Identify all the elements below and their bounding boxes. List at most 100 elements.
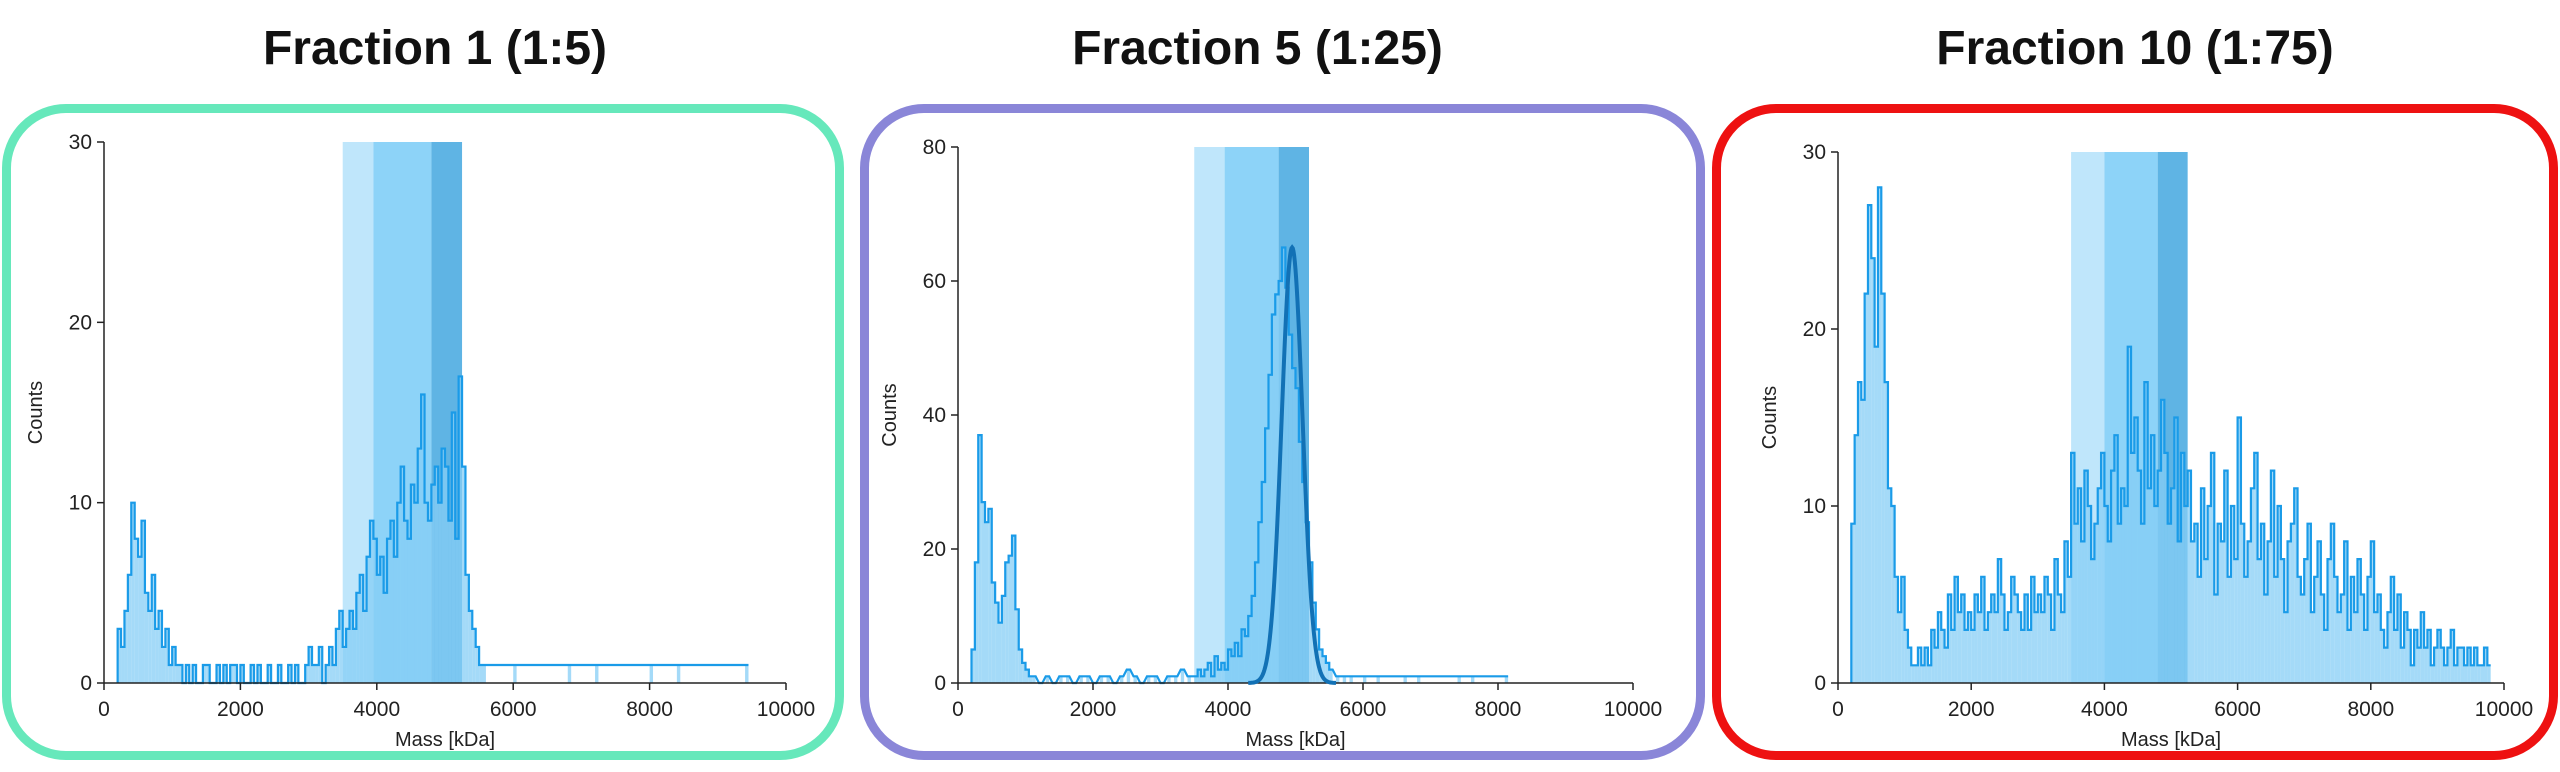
- histogram-bar: [148, 610, 152, 683]
- histogram-bar: [455, 538, 459, 683]
- chart-title: Fraction 5 (1:25): [1072, 22, 1443, 75]
- y-axis-label: Counts: [25, 381, 47, 444]
- histogram-bar: [2427, 629, 2431, 683]
- histogram-bar: [2137, 470, 2142, 683]
- histogram-bar: [2397, 594, 2401, 683]
- histogram-bar: [2460, 647, 2465, 683]
- histogram-bar: [257, 664, 261, 683]
- histogram-bar: [352, 628, 357, 683]
- histogram-bar: [1295, 388, 1299, 683]
- histogram-bar: [2097, 488, 2102, 683]
- histogram-bar: [161, 646, 166, 683]
- histogram-bar: [1336, 676, 1340, 683]
- histogram-outline: [116, 375, 749, 685]
- histogram-bar: [1258, 522, 1262, 683]
- histogram-bar: [2380, 629, 2385, 683]
- histogram-bar: [158, 610, 162, 683]
- x-tick-label: 4000: [2081, 698, 2128, 721]
- histogram-bar: [2320, 594, 2325, 683]
- histogram-bar: [2021, 629, 2025, 683]
- histogram-bar: [567, 664, 572, 683]
- x-tick-label: 8000: [1475, 698, 1522, 721]
- histogram-bar: [1957, 612, 1962, 683]
- histogram-bar: [376, 574, 381, 683]
- histogram-bar: [407, 538, 411, 683]
- histogram-bar: [2480, 665, 2485, 683]
- histogram-bar: [1931, 629, 1935, 683]
- histogram-bar: [472, 628, 476, 683]
- histogram-bar: [168, 664, 173, 683]
- y-tick-label: 30: [69, 131, 92, 154]
- histogram-bar: [1911, 665, 1915, 683]
- histogram-bar: [1901, 576, 1905, 683]
- x-tick-label: 0: [1832, 698, 1844, 721]
- gaussian-fit-curve: [1248, 244, 1337, 685]
- histogram-bar: [998, 622, 1002, 683]
- histogram-bar: [369, 520, 374, 683]
- histogram-bar: [1201, 676, 1205, 683]
- histogram-bar: [2127, 346, 2132, 683]
- histogram-bar: [2290, 523, 2295, 683]
- histogram-bar: [1864, 293, 1868, 683]
- x-tick-label: 0: [952, 698, 964, 721]
- histogram-bar: [1927, 665, 1932, 683]
- histogram-bar: [2057, 594, 2062, 683]
- histogram-bar: [2141, 523, 2145, 683]
- histogram-bar: [2317, 541, 2321, 683]
- histogram-bar: [2244, 576, 2248, 683]
- histogram-bar: [1471, 676, 1475, 683]
- histogram-bar: [2267, 541, 2271, 683]
- histogram-bar: [2447, 647, 2451, 683]
- x-tick-label: 10000: [757, 698, 815, 721]
- histogram-bar: [346, 628, 350, 683]
- histogram-bar: [175, 664, 180, 683]
- histogram-bar: [1285, 287, 1289, 683]
- histogram-bar: [2047, 594, 2052, 683]
- histogram-bar: [2034, 612, 2038, 683]
- histogram-bar: [410, 484, 415, 683]
- x-tick-label: 10000: [1604, 698, 1662, 721]
- histogram-bar: [2037, 594, 2042, 683]
- histogram-bar: [2084, 470, 2088, 683]
- histogram-bar: [2031, 576, 2035, 683]
- histogram-bar: [1991, 594, 1995, 683]
- histogram-bar: [240, 664, 244, 683]
- histogram-bar: [1867, 205, 1872, 683]
- histogram-bar: [1217, 669, 1222, 683]
- histogram-bar: [2027, 629, 2032, 683]
- histogram-bar: [431, 484, 435, 683]
- histogram-bar: [2210, 452, 2215, 683]
- x-axis-label: Mass [kDa]: [1245, 729, 1345, 751]
- histogram-bar: [1891, 506, 1895, 683]
- histogram-bar: [202, 664, 207, 683]
- histogram-bar: [1974, 594, 1978, 683]
- histogram-bar: [1854, 435, 1858, 683]
- histogram-bar: [434, 466, 439, 683]
- histogram-bar: [363, 610, 367, 683]
- histogram-bar: [1255, 562, 1259, 683]
- histogram-bar: [151, 574, 156, 683]
- histogram-bar: [2007, 612, 2012, 683]
- histogram-bar: [2374, 612, 2378, 683]
- histogram-bar: [1941, 629, 1945, 683]
- histogram-bar: [2357, 559, 2361, 683]
- histogram-bar: [2467, 647, 2471, 683]
- histogram-bar: [121, 646, 125, 683]
- histogram-bar: [2280, 559, 2285, 683]
- histogram-bar: [414, 502, 418, 683]
- histogram-bar: [1984, 629, 1988, 683]
- histogram-bar: [2257, 559, 2261, 683]
- x-axis-label: Mass [kDa]: [395, 729, 495, 751]
- histogram-bar: [185, 664, 190, 683]
- histogram-bar: [2194, 523, 2198, 683]
- histogram-bar: [315, 664, 319, 683]
- histogram-bar: [2487, 665, 2491, 683]
- histogram-bar: [1944, 647, 1948, 683]
- histogram-bar: [2417, 647, 2421, 683]
- histogram-bar: [978, 435, 982, 683]
- histogram-bar: [349, 610, 353, 683]
- x-tick-label: 6000: [2214, 698, 2261, 721]
- histogram-bar: [1214, 656, 1218, 683]
- histogram-bar: [2440, 647, 2445, 683]
- histogram-bar: [332, 664, 336, 683]
